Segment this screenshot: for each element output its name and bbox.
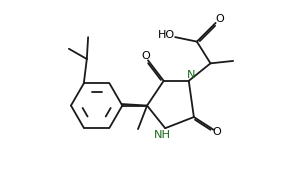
Text: N: N [187, 70, 195, 80]
Text: NH: NH [154, 130, 171, 140]
Text: O: O [215, 14, 223, 24]
Text: O: O [213, 127, 221, 137]
Text: HO: HO [158, 30, 175, 40]
Text: O: O [141, 51, 150, 61]
